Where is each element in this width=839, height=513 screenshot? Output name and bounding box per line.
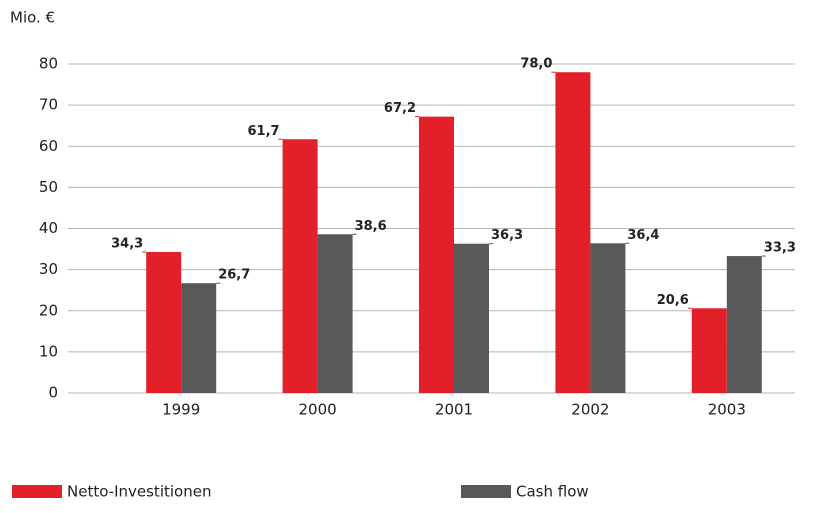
x-tick-label: 2002 [571,401,609,419]
value-label: 26,7 [218,268,250,283]
y-tick-label: 0 [48,384,58,402]
value-label: 36,3 [491,228,523,243]
bar [146,251,182,393]
y-tick-label: 40 [39,219,58,237]
bar [282,139,318,393]
value-label: 34,3 [111,236,143,251]
legend-label: Cash flow [516,483,589,501]
value-label: 78,0 [520,57,552,72]
x-tick-label: 2000 [299,401,337,419]
x-tick-label: 2003 [708,401,746,419]
bar [691,308,727,393]
x-tick-label: 1999 [162,401,200,419]
value-label: 33,3 [764,241,796,256]
y-tick-label: 70 [39,96,58,114]
legend-label: Netto-Investitionen [67,483,211,501]
bar [590,243,626,393]
y-tick-label: 60 [39,137,58,155]
bar [317,234,353,393]
y-tick-label: 20 [39,301,58,319]
value-label: 61,7 [248,124,280,139]
bar [555,72,591,393]
value-label: 20,6 [657,293,689,308]
x-tick-label: 2001 [435,401,473,419]
y-axis-label: Mio. € [10,9,55,27]
bar [419,116,454,393]
value-label: 67,2 [384,101,416,116]
bar [726,256,762,393]
value-label: 38,6 [355,219,387,234]
bar [454,243,489,393]
y-tick-label: 30 [39,260,58,278]
y-tick-label: 10 [39,342,58,360]
bar [181,283,217,393]
value-label: 36,4 [627,228,659,243]
y-tick-label: 50 [39,178,58,196]
legend-swatch [461,485,511,498]
y-tick-label: 80 [39,55,58,73]
legend-swatch [12,485,62,498]
